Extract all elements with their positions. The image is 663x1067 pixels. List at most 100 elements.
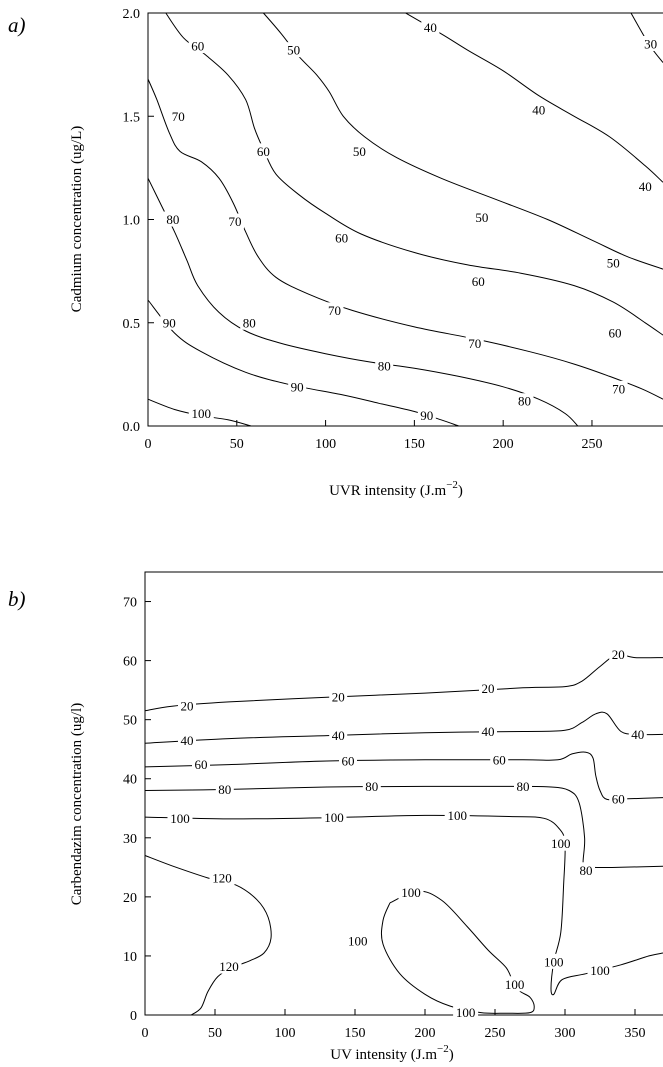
contour-label-90: 90 (163, 315, 176, 330)
contour-label-60: 60 (191, 39, 204, 54)
y-tick-label-b: 10 (123, 950, 137, 965)
contour-label-bg (160, 314, 179, 330)
contour-label-bg (188, 38, 207, 54)
contour-line-20 (144, 653, 663, 712)
x-tick-label-b: 250 (485, 1026, 506, 1041)
contour-label-bg (548, 835, 574, 851)
contour-line-100 (144, 814, 663, 996)
y-tick-label-b: 60 (123, 655, 137, 670)
contour-label-bg (515, 393, 534, 409)
contour-label-80: 80 (580, 863, 593, 878)
contour-label-40: 40 (482, 724, 495, 739)
x-tick-label-a: 100 (315, 437, 336, 452)
contour-line-80 (144, 785, 663, 869)
contour-label-bg (284, 42, 303, 58)
x-axis-label-a: UVR intensity (J.m−2) (329, 479, 463, 499)
x-tick-label-b: 200 (415, 1026, 436, 1041)
contour-label-bg (350, 143, 369, 159)
contour-label-20: 20 (181, 699, 194, 714)
y-tick-label-b: 40 (123, 773, 137, 788)
plot-frame-b (144, 571, 663, 1016)
contour-label-bg (188, 405, 214, 421)
contour-label-bg (469, 273, 488, 289)
contour-label-100: 100 (505, 977, 525, 992)
x-tick-label-b: 0 (142, 1026, 149, 1041)
contour-label-20: 20 (482, 681, 495, 696)
contour-label-100: 100 (456, 1005, 476, 1020)
contour-label-bg (167, 810, 193, 826)
contour-label-bg (529, 102, 548, 118)
contour-label-80: 80 (243, 315, 256, 330)
y-tick-label-b: 20 (123, 891, 137, 906)
contour-label-bg (587, 962, 613, 978)
y-tick-label-b: 30 (123, 832, 137, 847)
contour-label-bg (240, 314, 259, 330)
contour-label-100: 100 (590, 963, 610, 978)
contour-label-bg (641, 35, 660, 51)
contour-label-60: 60 (195, 757, 208, 772)
y-tick-label-a: 0.5 (123, 317, 141, 332)
contour-label-120: 120 (212, 870, 232, 885)
contour-line-60 (165, 12, 663, 336)
contour-label-bg (541, 953, 567, 969)
contour-label-bg (321, 809, 347, 825)
contour-label-bg (514, 778, 532, 794)
contour-label-60: 60 (335, 231, 348, 246)
x-tick-label-a: 0 (145, 437, 152, 452)
contour-label-bg (362, 778, 381, 794)
contour-label-100: 100 (447, 808, 467, 823)
x-axis-label-b-close: ) (449, 1047, 454, 1063)
contour-label-100: 100 (401, 885, 421, 900)
contour-label-70: 70 (172, 109, 185, 124)
panel-label-a: a) (8, 13, 26, 37)
contour-label-bg (465, 335, 484, 351)
contour-label-bg (628, 726, 647, 742)
y-tick-label-b: 0 (130, 1009, 137, 1024)
plot-area-a: 0.0 0.5 1.0 1.5 2.0 0 50 100 150 200 250 100 90 90 90 8… (123, 7, 663, 452)
contour-label-bg (254, 143, 273, 159)
contour-label-60: 60 (609, 326, 622, 341)
contour-label-bg (479, 723, 497, 739)
contour-label-bg (502, 976, 528, 992)
x-axis-label-a-close: ) (458, 483, 463, 499)
contour-label-bg (169, 108, 188, 124)
y-tick-label-b: 50 (123, 714, 137, 729)
contour-label-bg (332, 230, 351, 246)
x-axis-label-a-main: UVR intensity (J.m (329, 483, 446, 499)
contour-label-70: 70 (468, 336, 481, 351)
x-tick-label-b: 300 (555, 1026, 576, 1041)
contour-label-bg (329, 689, 348, 705)
contour-line-120 (144, 855, 272, 1016)
contour-line-80 (147, 177, 579, 427)
contour-label-bg (636, 178, 655, 194)
contour-label-50: 50 (287, 43, 300, 58)
contour-label-bg (479, 680, 497, 696)
contour-label-20: 20 (612, 647, 625, 662)
contour-label-80: 80 (378, 359, 391, 374)
y-axis-label-a: Cadmium concentration (ug/L) (69, 126, 85, 313)
contour-label-40: 40 (424, 20, 437, 35)
contour-label-bg (472, 209, 491, 225)
contour-label-60: 60 (612, 791, 625, 806)
contour-label-bg (226, 213, 245, 229)
y-tick-label-a: 1.5 (123, 110, 141, 125)
x-tick-label-b: 50 (208, 1026, 222, 1041)
contour-line-60 (144, 751, 663, 801)
contour-label-100: 100 (192, 406, 212, 421)
contour-label-bg (604, 254, 623, 270)
contour-label-80: 80 (518, 394, 531, 409)
x-axis-label-b-main: UV intensity (J.m (330, 1047, 437, 1063)
x-tick-label-a: 250 (581, 437, 602, 452)
x-tick-label-a: 200 (493, 437, 514, 452)
contour-label-bg (288, 378, 307, 394)
x-tick-label-a: 150 (404, 437, 425, 452)
contour-label-40: 40 (639, 179, 652, 194)
contour-label-80: 80 (166, 212, 179, 227)
contour-label-bg (453, 1004, 479, 1020)
contour-label-70: 70 (328, 303, 341, 318)
contour-label-bg (375, 358, 394, 374)
y-axis-label-b: Carbendazim concentration (ug/l) (69, 703, 85, 905)
contour-label-bg (345, 933, 371, 949)
y-tick-label-a: 1.0 (123, 214, 141, 229)
contour-label-60: 60 (472, 274, 485, 289)
